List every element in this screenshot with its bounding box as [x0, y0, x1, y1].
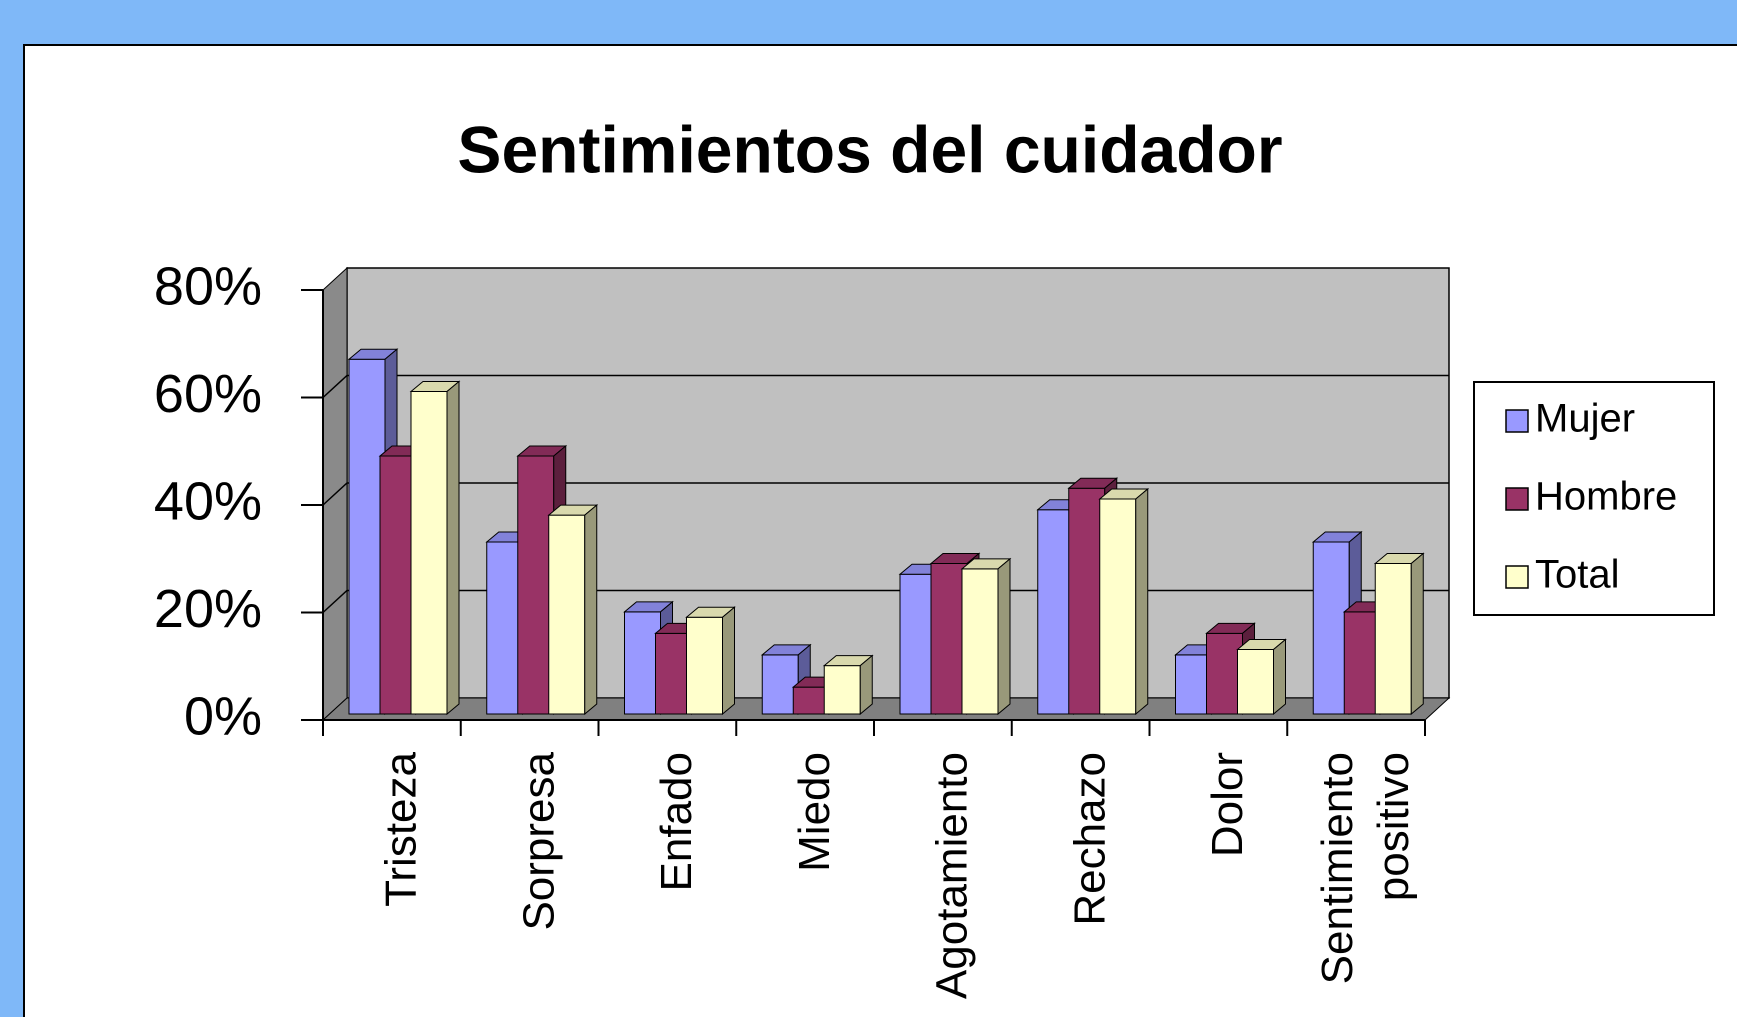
bar-front — [823, 665, 861, 715]
bar-front — [379, 455, 417, 715]
bar-front — [1099, 498, 1137, 715]
bar-side — [1273, 638, 1286, 716]
bar-side — [1410, 552, 1424, 716]
bar-front — [624, 611, 661, 715]
bar-front — [961, 568, 999, 715]
bar — [409, 380, 461, 716]
bar — [822, 654, 874, 716]
bar — [547, 504, 599, 716]
x-tick-label: Agotamiento — [928, 752, 977, 999]
bar-side — [722, 606, 735, 716]
x-tick-label: Sentimiento positivo — [1313, 752, 1418, 984]
chart-title: Sentimientos del cuidador — [457, 112, 1282, 186]
bar-front — [410, 391, 448, 715]
bar — [685, 606, 736, 716]
bar-front — [1374, 563, 1412, 715]
legend-swatch — [1505, 565, 1529, 589]
y-tick-label: 40% — [154, 471, 262, 531]
bar — [960, 557, 1012, 716]
y-tick-label: 20% — [154, 579, 262, 639]
legend-label: Hombre — [1535, 475, 1677, 519]
y-tick-label: 0% — [184, 686, 262, 746]
bar-side — [859, 654, 873, 716]
x-tick-label: Miedo — [790, 752, 839, 872]
y-tick-label: 60% — [154, 364, 262, 424]
bar-front — [1237, 649, 1274, 715]
legend-label: Mujer — [1535, 397, 1635, 441]
bar-front — [655, 632, 692, 715]
grid-line — [322, 374, 1449, 399]
bar-front — [686, 616, 723, 715]
bar-side — [584, 504, 598, 716]
x-tick-label: Sorpresa — [514, 751, 563, 930]
legend-swatch — [1505, 409, 1529, 433]
bar-side — [997, 557, 1011, 716]
x-tick-label: Enfado — [652, 752, 701, 891]
bar — [1373, 552, 1425, 716]
bar-front — [486, 541, 524, 715]
bar-side — [1135, 487, 1149, 716]
bar-side — [446, 380, 460, 716]
y-tick-label: 80% — [154, 256, 262, 316]
bar-front — [548, 514, 586, 715]
x-tick-label: Rechazo — [1065, 752, 1114, 926]
bar-front — [930, 563, 968, 715]
x-tick-label: Dolor — [1203, 752, 1252, 857]
bar-front — [899, 573, 937, 715]
legend-swatch — [1505, 487, 1529, 511]
legend-label: Total — [1535, 553, 1620, 597]
bar-front — [1343, 611, 1381, 715]
bar — [1098, 487, 1150, 716]
bar — [1236, 638, 1287, 716]
x-tick-label: Tristeza — [377, 751, 426, 906]
